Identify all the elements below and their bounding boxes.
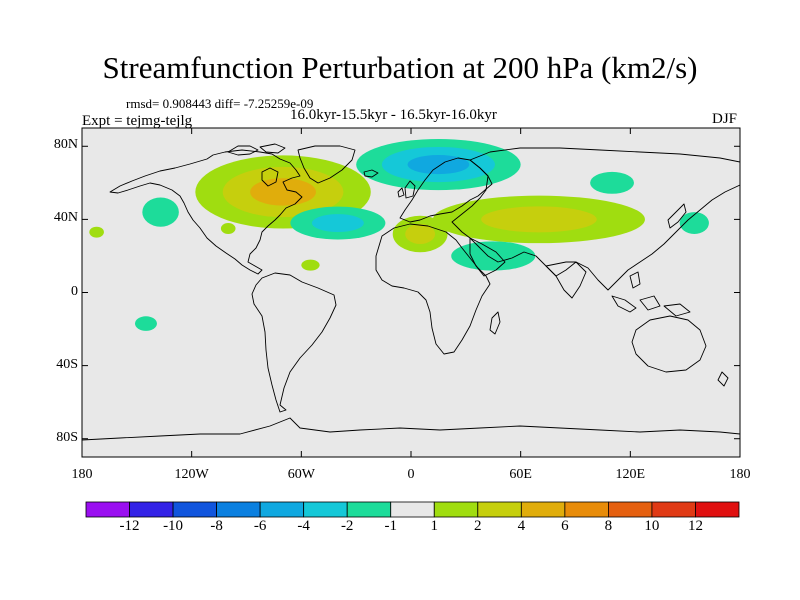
axis-ticks	[81, 128, 741, 457]
anomaly-contour-eastern-pacific-positive	[89, 226, 104, 238]
coastline-hudson-bay	[261, 167, 279, 187]
x-tick-label-0: 0	[407, 467, 415, 482]
colorbar-label: -1	[384, 518, 397, 534]
coastlines	[82, 143, 740, 441]
colorbar-label: -4	[297, 518, 310, 534]
chart-title: Streamfunction Perturbation at 200 hPa (…	[102, 50, 698, 85]
coastline-arabia	[469, 237, 506, 277]
colorbar-label: 1	[430, 518, 439, 534]
colorbar-label: -2	[340, 518, 354, 534]
coastline-maritime-continent	[611, 271, 691, 317]
anomaly-contour-mediterranean-positive	[405, 224, 436, 244]
coastline-europe	[399, 157, 493, 223]
anomaly-mediterranean-positive	[392, 215, 448, 253]
anomaly-contour-north-pacific-negative	[142, 197, 179, 227]
x-tick-label-120e: 120E	[615, 467, 646, 482]
colorbar-label: -12	[119, 518, 140, 534]
anomaly-north-atlantic-negative	[356, 138, 521, 191]
colorbar-label: 2	[474, 518, 482, 534]
rmsd-diff-stats: rmsd= 0.908443 diff= -7.25259e-09	[126, 96, 314, 111]
colorbar-label: -8	[210, 518, 223, 534]
y-tick-label-equator: 0	[71, 283, 78, 299]
anomaly-contour-central-asia-positive	[481, 206, 597, 233]
colorbar-label: 6	[561, 518, 569, 534]
y-tick-label-80n: 80N	[53, 137, 78, 153]
coastline-japan	[667, 203, 687, 229]
colorbar-label: 4	[517, 518, 526, 534]
coastline-india	[545, 261, 587, 299]
coastline-australia	[631, 315, 707, 373]
anomaly-middle-east-negative	[451, 241, 536, 271]
x-tick-label-60e: 60E	[509, 467, 532, 482]
coastline-north-america	[109, 149, 303, 275]
anomaly-contour-siberia-negative	[590, 171, 634, 194]
x-tick-label-180e: 180	[729, 467, 751, 482]
y-tick-label-40s: 40S	[56, 356, 78, 372]
anomaly-field	[89, 138, 709, 331]
anomaly-caribbean-positive	[301, 259, 320, 271]
anomaly-japan-negative	[679, 212, 709, 235]
coastline-british-isles	[397, 180, 416, 199]
colorbar-label: 12	[687, 518, 703, 534]
colorbar-label: -10	[163, 518, 184, 534]
x-tick-label-60w: 60W	[287, 467, 315, 482]
anomaly-gulf-positive	[220, 223, 236, 235]
anomaly-contour-southern-pacific-negative	[135, 316, 157, 331]
anomaly-contour-japan-negative	[679, 212, 709, 235]
colorbar-label: 8	[604, 518, 613, 534]
season-label: DJF	[712, 111, 738, 127]
coastline-arctic-islands	[227, 143, 286, 156]
time-period-label: 16.0kyr-15.5kyr - 16.5kyr-16.0kyr	[290, 107, 497, 123]
x-tick-label-120w: 120W	[174, 467, 209, 482]
coastline-greenland	[297, 145, 356, 184]
anomaly-contour-middle-east-negative	[451, 241, 536, 271]
colorbar-label: -6	[253, 518, 267, 534]
anomaly-central-asia-positive	[432, 195, 645, 244]
coastline-south-america	[251, 272, 337, 413]
anomaly-north-pacific-negative	[142, 197, 179, 227]
anomaly-southern-pacific-negative	[135, 316, 157, 331]
coastline-new-zealand	[717, 371, 729, 387]
coastline-madagascar	[489, 311, 501, 335]
anomaly-contour-gulf-positive	[220, 223, 236, 235]
colorbar-label: 10	[644, 518, 660, 534]
y-tick-label-40n: 40N	[53, 210, 78, 226]
anomaly-western-atlantic-negative	[290, 206, 386, 240]
coastline-antarctica	[82, 417, 740, 441]
y-tick-label-80s: 80S	[56, 429, 78, 445]
anomaly-eastern-pacific-positive	[89, 226, 104, 238]
anomaly-siberia-negative	[590, 171, 634, 194]
anomaly-contour-north-atlantic-negative	[407, 154, 470, 175]
anomaly-contour-western-atlantic-negative	[311, 214, 364, 233]
experiment-label: Expt = tejmg-tejlg	[82, 113, 193, 129]
anomaly-contour-caribbean-positive	[301, 259, 320, 271]
x-tick-label-180w: 180	[71, 467, 93, 482]
coastline-africa	[375, 223, 491, 355]
coastline-asia	[451, 147, 740, 291]
coastline-iceland	[363, 169, 379, 178]
